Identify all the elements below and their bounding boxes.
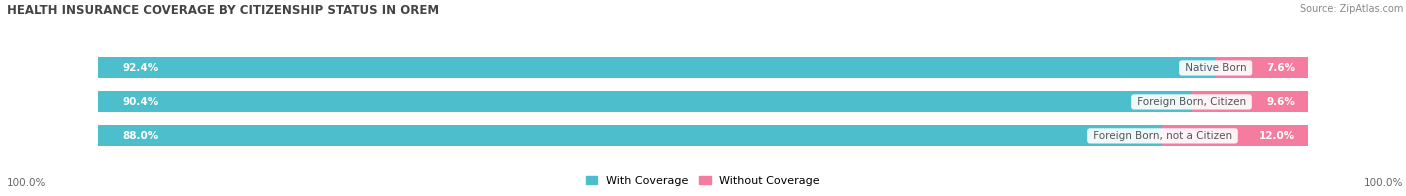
Bar [98, 91, 1191, 113]
Text: 92.4%: 92.4% [122, 63, 159, 73]
Text: HEALTH INSURANCE COVERAGE BY CITIZENSHIP STATUS IN OREM: HEALTH INSURANCE COVERAGE BY CITIZENSHIP… [7, 4, 439, 17]
Text: Foreign Born, Citizen: Foreign Born, Citizen [1133, 97, 1249, 107]
Bar [1163, 125, 1308, 146]
Bar [98, 91, 1308, 113]
Bar [98, 125, 1163, 146]
Text: 7.6%: 7.6% [1267, 63, 1295, 73]
Text: Source: ZipAtlas.com: Source: ZipAtlas.com [1299, 4, 1403, 14]
Bar [98, 57, 1308, 78]
Bar [98, 125, 1308, 146]
Text: 88.0%: 88.0% [122, 131, 159, 141]
Bar [98, 57, 1216, 78]
Bar [1191, 91, 1308, 113]
Text: Native Born: Native Born [1182, 63, 1250, 73]
Text: 100.0%: 100.0% [7, 178, 46, 188]
Text: 9.6%: 9.6% [1267, 97, 1295, 107]
Text: 12.0%: 12.0% [1260, 131, 1295, 141]
Text: Foreign Born, not a Citizen: Foreign Born, not a Citizen [1090, 131, 1234, 141]
Legend: With Coverage, Without Coverage: With Coverage, Without Coverage [582, 172, 824, 191]
Text: 90.4%: 90.4% [122, 97, 159, 107]
Bar [1216, 57, 1308, 78]
Text: 100.0%: 100.0% [1364, 178, 1403, 188]
